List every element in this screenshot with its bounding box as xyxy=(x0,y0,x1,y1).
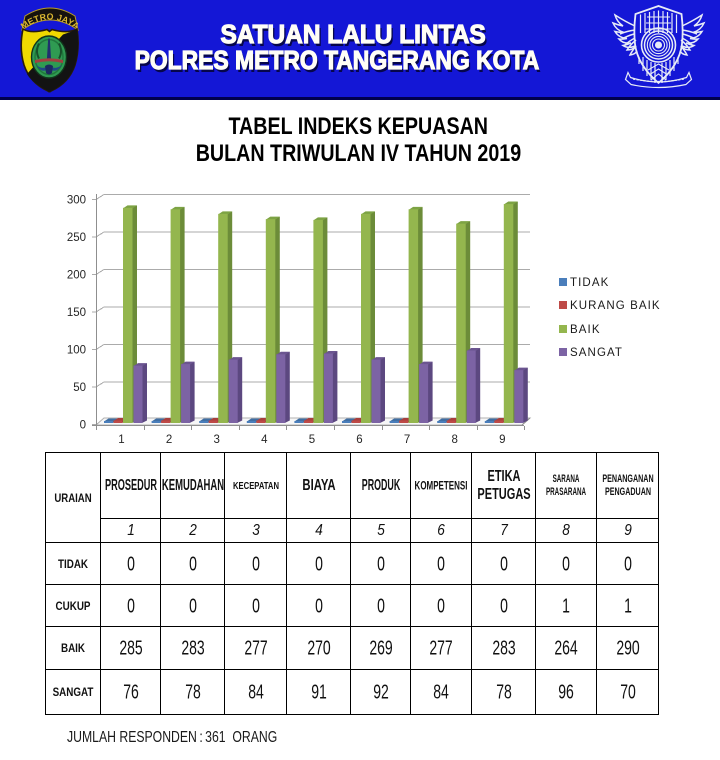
svg-text:BAIK: BAIK xyxy=(570,324,601,336)
svg-text:200: 200 xyxy=(67,270,86,282)
svg-text:150: 150 xyxy=(67,307,86,319)
svg-text:SANGAT: SANGAT xyxy=(570,347,623,359)
svg-text:TIDAK: TIDAK xyxy=(570,277,609,289)
svg-text:KURANG BAIK: KURANG BAIK xyxy=(570,300,661,312)
svg-text:250: 250 xyxy=(67,232,86,244)
svg-text:2: 2 xyxy=(166,434,172,446)
svg-text:3: 3 xyxy=(213,434,219,446)
svg-text:5: 5 xyxy=(309,434,315,446)
svg-text:300: 300 xyxy=(67,195,86,207)
svg-text:7: 7 xyxy=(404,434,410,446)
svg-text:50: 50 xyxy=(73,382,86,394)
svg-text:1: 1 xyxy=(118,434,124,446)
svg-text:8: 8 xyxy=(451,434,457,446)
svg-text:0: 0 xyxy=(80,420,86,432)
svg-text:6: 6 xyxy=(356,434,362,446)
svg-text:9: 9 xyxy=(499,434,505,446)
svg-text:4: 4 xyxy=(261,434,268,446)
svg-text:100: 100 xyxy=(67,345,86,357)
